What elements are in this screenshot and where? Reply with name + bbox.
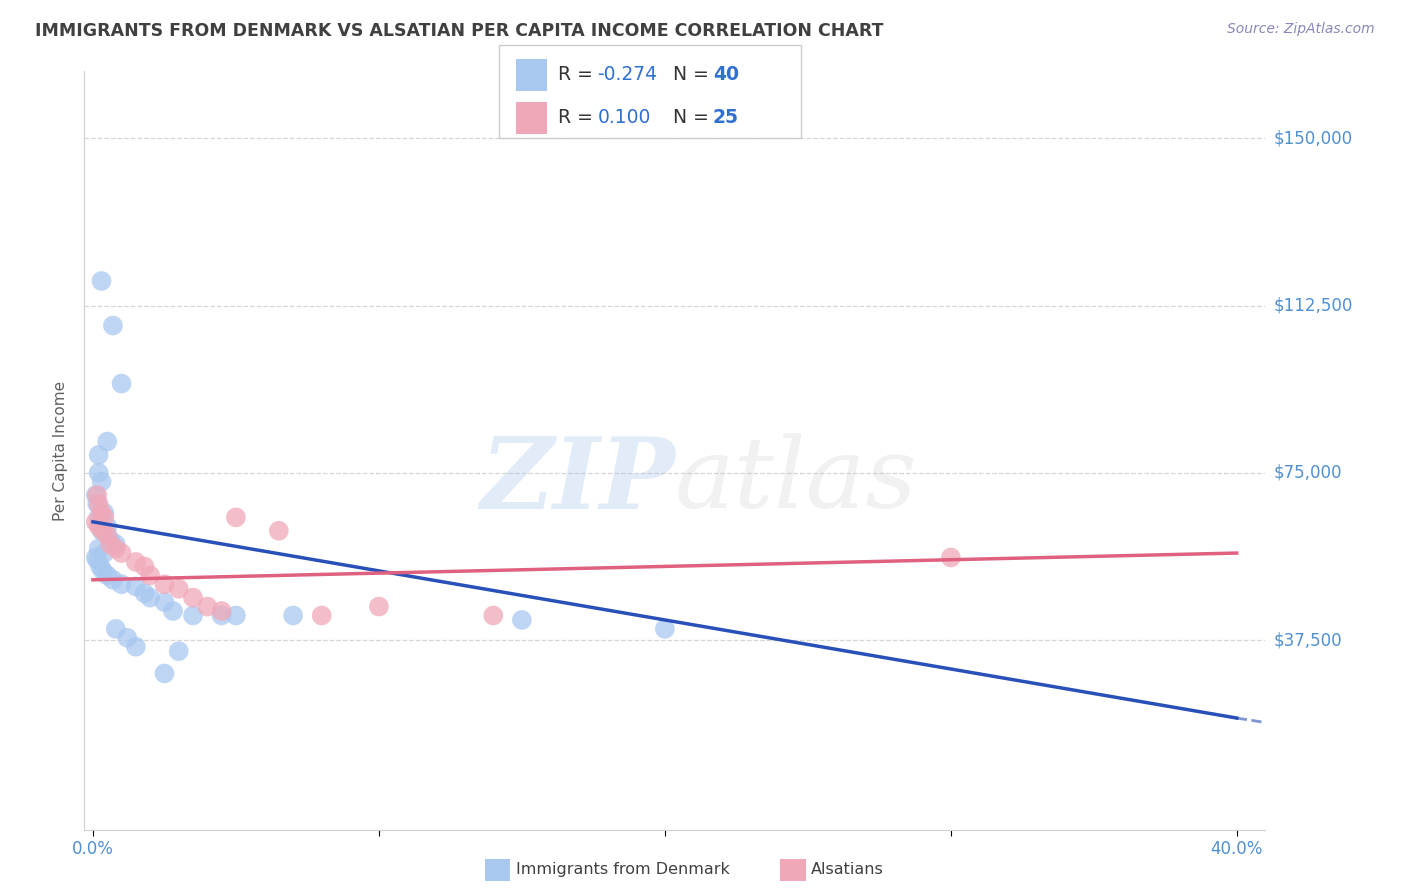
Point: [153, 595, 176, 609]
Point: [104, 622, 127, 636]
Text: Source: ZipAtlas.com: Source: ZipAtlas.com: [1227, 22, 1375, 37]
Text: $75,000: $75,000: [1274, 464, 1343, 482]
Point: [125, 580, 148, 594]
Point: [93, 506, 115, 520]
Point: [90, 506, 112, 520]
Point: [110, 376, 132, 391]
Text: ZIP: ZIP: [479, 433, 675, 529]
Point: [96, 519, 118, 533]
Point: [654, 622, 676, 636]
Point: [482, 608, 505, 623]
Point: [90, 274, 112, 288]
Point: [87, 448, 110, 462]
Point: [84, 488, 107, 502]
Point: [311, 608, 333, 623]
Text: 25: 25: [713, 108, 738, 128]
Point: [139, 591, 162, 605]
Point: [87, 541, 110, 556]
Point: [195, 599, 218, 614]
Point: [86, 552, 108, 567]
Point: [89, 559, 111, 574]
Point: [96, 528, 118, 542]
Point: [90, 475, 112, 489]
Point: [87, 510, 110, 524]
Point: [117, 631, 139, 645]
Point: [91, 524, 114, 538]
Point: [86, 488, 108, 502]
Text: Alsatians: Alsatians: [811, 863, 884, 877]
Point: [367, 599, 389, 614]
Point: [101, 573, 124, 587]
Point: [110, 577, 132, 591]
Point: [96, 434, 118, 449]
Point: [134, 586, 156, 600]
Point: [267, 524, 290, 538]
Point: [181, 591, 204, 605]
Text: R =: R =: [558, 108, 605, 128]
Point: [104, 537, 127, 551]
Point: [510, 613, 533, 627]
Point: [87, 497, 110, 511]
Text: $37,500: $37,500: [1274, 631, 1343, 649]
Point: [93, 510, 115, 524]
Point: [84, 550, 107, 565]
Point: [181, 608, 204, 623]
Point: [162, 604, 184, 618]
Y-axis label: Per Capita Income: Per Capita Income: [53, 380, 69, 521]
Point: [91, 564, 114, 578]
Text: -0.274: -0.274: [598, 65, 658, 84]
Point: [84, 515, 107, 529]
Point: [134, 559, 156, 574]
Text: 40: 40: [713, 65, 738, 84]
Text: N =: N =: [673, 108, 716, 128]
Point: [939, 550, 962, 565]
Point: [86, 497, 108, 511]
Point: [98, 537, 121, 551]
Point: [211, 604, 233, 618]
Text: R =: R =: [558, 65, 599, 84]
Point: [110, 546, 132, 560]
Text: IMMIGRANTS FROM DENMARK VS ALSATIAN PER CAPITA INCOME CORRELATION CHART: IMMIGRANTS FROM DENMARK VS ALSATIAN PER …: [35, 22, 883, 40]
Point: [87, 519, 110, 533]
Point: [96, 568, 118, 582]
Text: atlas: atlas: [675, 434, 918, 528]
Point: [281, 608, 304, 623]
Point: [153, 666, 176, 681]
Point: [93, 546, 115, 560]
Text: N =: N =: [673, 65, 716, 84]
Point: [101, 318, 124, 333]
Point: [98, 533, 121, 547]
Point: [125, 555, 148, 569]
Point: [211, 608, 233, 623]
Point: [125, 640, 148, 654]
Point: [90, 524, 112, 538]
Point: [139, 568, 162, 582]
Point: [167, 644, 190, 658]
Text: $150,000: $150,000: [1274, 129, 1353, 147]
Point: [153, 577, 176, 591]
Point: [225, 510, 247, 524]
Point: [87, 466, 110, 480]
Point: [225, 608, 247, 623]
Text: 0.100: 0.100: [598, 108, 651, 128]
Text: Immigrants from Denmark: Immigrants from Denmark: [516, 863, 730, 877]
Point: [104, 541, 127, 556]
Text: $112,500: $112,500: [1274, 296, 1353, 315]
Point: [167, 582, 190, 596]
